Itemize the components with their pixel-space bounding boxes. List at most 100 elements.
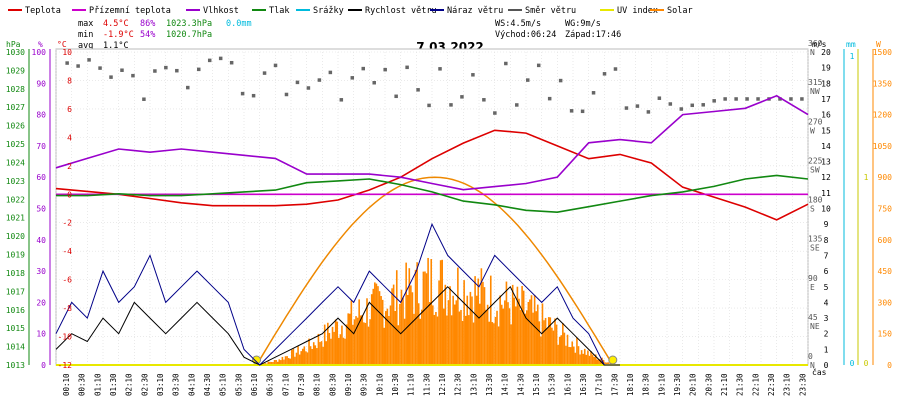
wind-dir-dot xyxy=(569,109,574,113)
solar-bar xyxy=(493,323,495,365)
wind-dir-dot xyxy=(131,73,135,78)
y-tick-ms: 3 xyxy=(824,314,829,323)
solar-bar xyxy=(345,324,348,365)
solar-bar xyxy=(552,330,555,365)
solar-bar xyxy=(458,311,461,365)
y-tick-mm: 1 xyxy=(850,52,855,61)
legend-label: Teplota xyxy=(25,6,61,16)
solar-bar xyxy=(350,300,353,365)
solar-bar xyxy=(549,317,552,365)
solar-bar xyxy=(425,273,428,365)
axis-unit-label: W xyxy=(876,40,881,49)
legend-label: Směr větru xyxy=(525,6,576,16)
solar-bar xyxy=(328,332,331,365)
solar-bar xyxy=(482,281,484,365)
y-tick-hpa: 1018 xyxy=(6,269,25,278)
solar-bar xyxy=(536,304,539,365)
solar-bar xyxy=(391,288,393,365)
wind-dir-dot xyxy=(668,102,673,106)
wind-dir-dot xyxy=(624,106,629,110)
series-line-vlhkost xyxy=(55,94,809,191)
solar-bar xyxy=(519,310,522,365)
solar-bar xyxy=(607,362,610,365)
y-tick-hpa: 1029 xyxy=(6,66,25,75)
solar-bar xyxy=(323,324,326,365)
wind-dir-dot xyxy=(197,67,201,72)
wind-dir-dot xyxy=(460,95,464,99)
y-tick-dir-deg: 135 xyxy=(808,235,823,244)
x-tick-label: 11:10 xyxy=(407,373,416,396)
wind-dir-dot xyxy=(65,61,69,65)
solar-bar xyxy=(295,352,298,365)
x-tick-label: 13:30 xyxy=(485,373,494,396)
solar-bar xyxy=(449,286,451,365)
wind-dir-dot xyxy=(602,72,607,76)
solar-bar xyxy=(494,316,497,365)
solar-bar xyxy=(352,324,354,365)
wind-dir-dot xyxy=(778,97,782,101)
solar-bar xyxy=(380,296,382,365)
solar-bar xyxy=(389,305,392,365)
solar-bar xyxy=(485,309,487,365)
solar-bar xyxy=(505,281,508,365)
x-tick-label: 08:30 xyxy=(328,373,337,396)
y-tick-ms: 19 xyxy=(821,64,831,73)
wind-dir-dot xyxy=(142,97,146,101)
sunrise-info: Východ:06:24 xyxy=(495,30,556,40)
solar-bar xyxy=(372,288,375,365)
legend-label: Srážky xyxy=(313,6,344,16)
y-tick-ms: 8 xyxy=(824,236,829,245)
legend-label: Vlhkost xyxy=(203,6,239,16)
x-tick-label: 17:30 xyxy=(610,373,619,396)
y-tick-mm: 0 xyxy=(850,359,855,368)
solar-bar xyxy=(488,321,490,365)
solar-bar xyxy=(468,315,470,365)
solar-bar xyxy=(526,310,528,365)
stat-max-press: 1023.3hPa xyxy=(166,19,212,29)
solar-bar xyxy=(444,284,447,365)
solar-bar xyxy=(590,351,592,365)
solar-bar xyxy=(513,297,516,365)
stat-max-label: max xyxy=(78,19,93,29)
wind-dir-dot xyxy=(394,94,398,99)
x-tick-label: 13:10 xyxy=(469,373,478,396)
x-tick-label: 10:10 xyxy=(375,373,384,396)
y-tick-pct: 20 xyxy=(36,298,46,307)
solar-bar xyxy=(504,300,506,365)
sunrise-marker xyxy=(252,355,262,365)
wind-dir-dot xyxy=(635,104,640,108)
y-tick-ms: 18 xyxy=(821,79,831,88)
x-tick-label: 04:10 xyxy=(187,373,196,396)
solar-bar xyxy=(316,348,318,365)
y-tick-dir: S xyxy=(810,205,815,214)
solar-bar xyxy=(565,345,567,365)
wind-dir-dot xyxy=(262,71,267,75)
y-tick-dir-deg: 45 xyxy=(808,313,818,322)
y-tick-pct: 90 xyxy=(36,79,46,88)
solar-bar xyxy=(535,311,537,365)
solar-bar xyxy=(403,318,406,365)
solar-bar xyxy=(370,294,373,365)
wind-dir-dot xyxy=(526,78,530,82)
solar-bar xyxy=(591,354,594,365)
solar-bar xyxy=(395,270,398,365)
y-tick-ms: 15 xyxy=(821,126,831,135)
x-tick-label: 14:10 xyxy=(501,373,510,396)
y-tick-ms: 2 xyxy=(824,330,829,339)
solar-bar xyxy=(452,295,454,365)
solar-bar xyxy=(500,304,503,365)
line-series xyxy=(55,94,809,366)
solar-bar xyxy=(331,326,334,365)
solar-bar xyxy=(599,359,602,365)
solar-bar xyxy=(374,282,376,365)
stat-max-hum: 86% xyxy=(140,19,155,29)
y-tick-hpa: 1026 xyxy=(6,122,25,131)
solar-bar xyxy=(269,361,271,365)
y-tick-hpa: 1016 xyxy=(6,306,25,315)
x-tick-label: 11:30 xyxy=(422,373,431,396)
x-tick-label: 14:30 xyxy=(516,373,525,396)
legend-label: Solar xyxy=(667,6,693,16)
solar-bar xyxy=(417,303,420,365)
solar-bar xyxy=(406,294,409,365)
y-tick-degc: -12 xyxy=(58,361,73,370)
